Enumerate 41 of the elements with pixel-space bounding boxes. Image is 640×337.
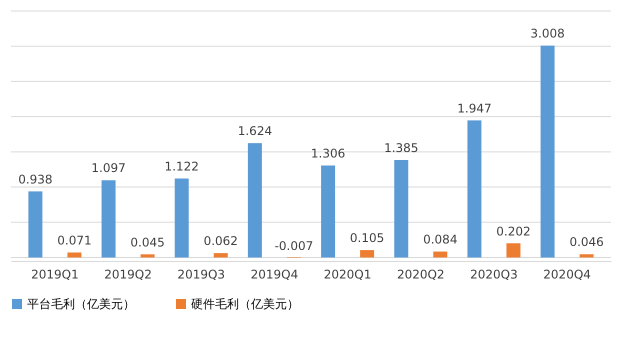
x-tick-label: 2020Q3 (470, 268, 518, 282)
x-tick-label: 2019Q2 (104, 268, 152, 282)
x-tick-label: 2019Q3 (177, 268, 226, 282)
bar (102, 180, 116, 258)
data-label: 1.947 (457, 101, 492, 116)
data-label: 1.624 (238, 124, 272, 138)
data-label: 0.045 (130, 235, 165, 250)
data-label: 0.071 (57, 233, 92, 248)
bar (214, 253, 228, 258)
data-label: 3.008 (530, 26, 565, 41)
bar (506, 243, 520, 258)
x-tick-label: 2020Q1 (324, 268, 372, 282)
x-tick-label: 2019Q1 (31, 268, 79, 282)
x-tick-label: 2020Q2 (396, 268, 445, 282)
bar (321, 166, 336, 258)
x-tick-label: 2020Q4 (543, 268, 591, 282)
bar (174, 178, 189, 258)
bar (248, 143, 262, 258)
data-label: 0.046 (569, 235, 604, 250)
bar (467, 120, 482, 258)
data-label: 1.122 (164, 159, 199, 174)
data-label: 1.097 (91, 161, 126, 176)
data-label: -0.007 (274, 238, 314, 253)
legend-label: 硬件毛利（亿美元） (191, 297, 299, 311)
legend-label: 平台毛利（亿美元） (27, 297, 135, 311)
bar (67, 252, 82, 258)
data-label: 1.385 (384, 140, 418, 155)
bar (580, 254, 594, 258)
x-tick-label: 2019Q4 (250, 268, 298, 282)
bar (360, 250, 374, 258)
data-label: 0.084 (423, 232, 458, 247)
data-label: 1.306 (310, 146, 346, 161)
data-label: 0.202 (496, 224, 531, 238)
bar (28, 191, 42, 258)
data-label: 0.938 (18, 172, 53, 186)
bar (540, 46, 555, 258)
data-label: 0.062 (204, 234, 238, 248)
bar (394, 160, 408, 258)
data-label: 0.105 (350, 231, 384, 246)
bar (140, 254, 155, 258)
bar (433, 252, 448, 258)
